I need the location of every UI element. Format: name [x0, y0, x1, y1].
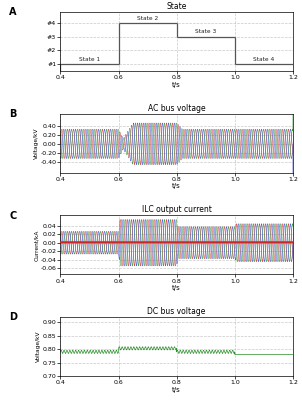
- Text: State 2: State 2: [137, 16, 158, 20]
- Y-axis label: Voltage/kV: Voltage/kV: [36, 331, 41, 362]
- Text: A: A: [9, 7, 17, 17]
- Text: State 3: State 3: [195, 29, 216, 34]
- Text: State 4: State 4: [253, 57, 275, 62]
- Title: ILC output current: ILC output current: [142, 206, 212, 214]
- Text: B: B: [9, 109, 17, 119]
- X-axis label: t/s: t/s: [172, 183, 181, 189]
- Text: D: D: [9, 312, 17, 322]
- Title: State: State: [166, 2, 187, 11]
- X-axis label: t/s: t/s: [172, 82, 181, 88]
- X-axis label: t/s: t/s: [172, 285, 181, 291]
- X-axis label: t/s: t/s: [172, 386, 181, 392]
- Title: DC bus voltage: DC bus voltage: [147, 307, 206, 316]
- Title: AC bus voltage: AC bus voltage: [148, 104, 205, 113]
- Text: C: C: [9, 210, 17, 220]
- Y-axis label: Current/kA: Current/kA: [34, 229, 39, 260]
- Y-axis label: Voltage/kV: Voltage/kV: [34, 128, 39, 159]
- Text: State 1: State 1: [79, 57, 100, 62]
